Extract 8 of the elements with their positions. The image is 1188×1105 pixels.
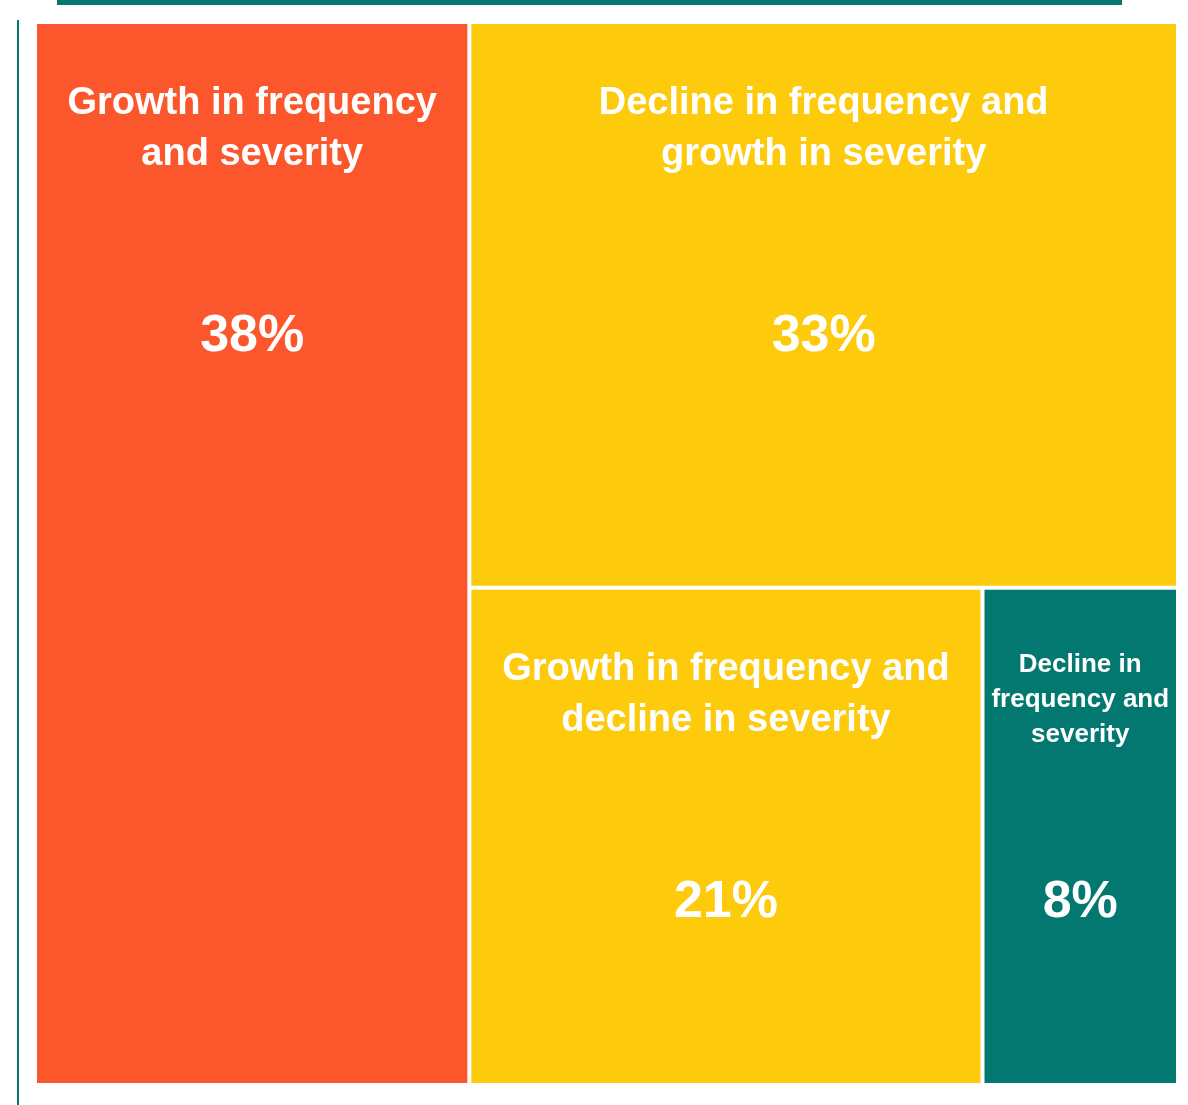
data-label: 8%	[1042, 870, 1118, 929]
category-label: Growth in frequency and decline in severity	[502, 646, 950, 740]
category-label: Decline in frequency and severity	[991, 647, 1170, 748]
data-label: 33%	[771, 304, 876, 363]
category-label: Decline in frequency and growth in severity	[598, 80, 1049, 174]
data-label: 38%	[200, 304, 305, 363]
category-label: Growth in frequency and severity	[67, 80, 437, 174]
data-label: 21%	[673, 870, 778, 929]
